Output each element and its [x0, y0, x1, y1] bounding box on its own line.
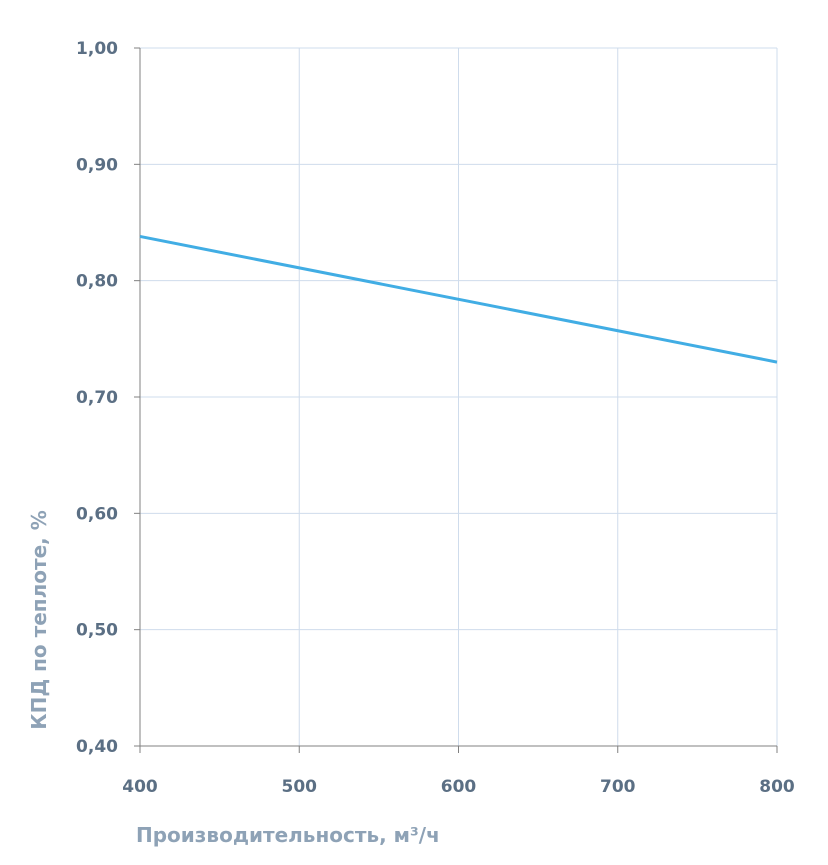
y-tick-label: 0,40 [76, 737, 118, 757]
y-tick-label: 0,80 [76, 272, 118, 292]
y-tick-label: 0,60 [76, 504, 118, 524]
x-axis-title: Производительность, м³/ч [136, 823, 440, 847]
y-tick-label: 1,00 [76, 39, 118, 59]
x-tick-labels: 400 500 600 700 800 [122, 777, 795, 797]
series [139, 234, 778, 364]
y-tick-labels: 0,40 0,50 0,60 0,70 0,80 0,90 1,00 [76, 39, 118, 757]
x-tick-label: 500 [282, 777, 318, 797]
x-tick-label: 700 [600, 777, 636, 797]
y-tick-label: 0,90 [76, 155, 118, 175]
series-line [139, 234, 778, 364]
x-tick-label: 800 [759, 777, 795, 797]
x-tick-label: 600 [441, 777, 477, 797]
y-axis-title: КПД по теплоте, % [27, 510, 51, 730]
x-tick-label: 400 [122, 777, 158, 797]
y-tick-label: 0,70 [76, 388, 118, 408]
gridlines [140, 47, 778, 746]
y-tick-label: 0,50 [76, 621, 118, 641]
axes [134, 47, 778, 753]
